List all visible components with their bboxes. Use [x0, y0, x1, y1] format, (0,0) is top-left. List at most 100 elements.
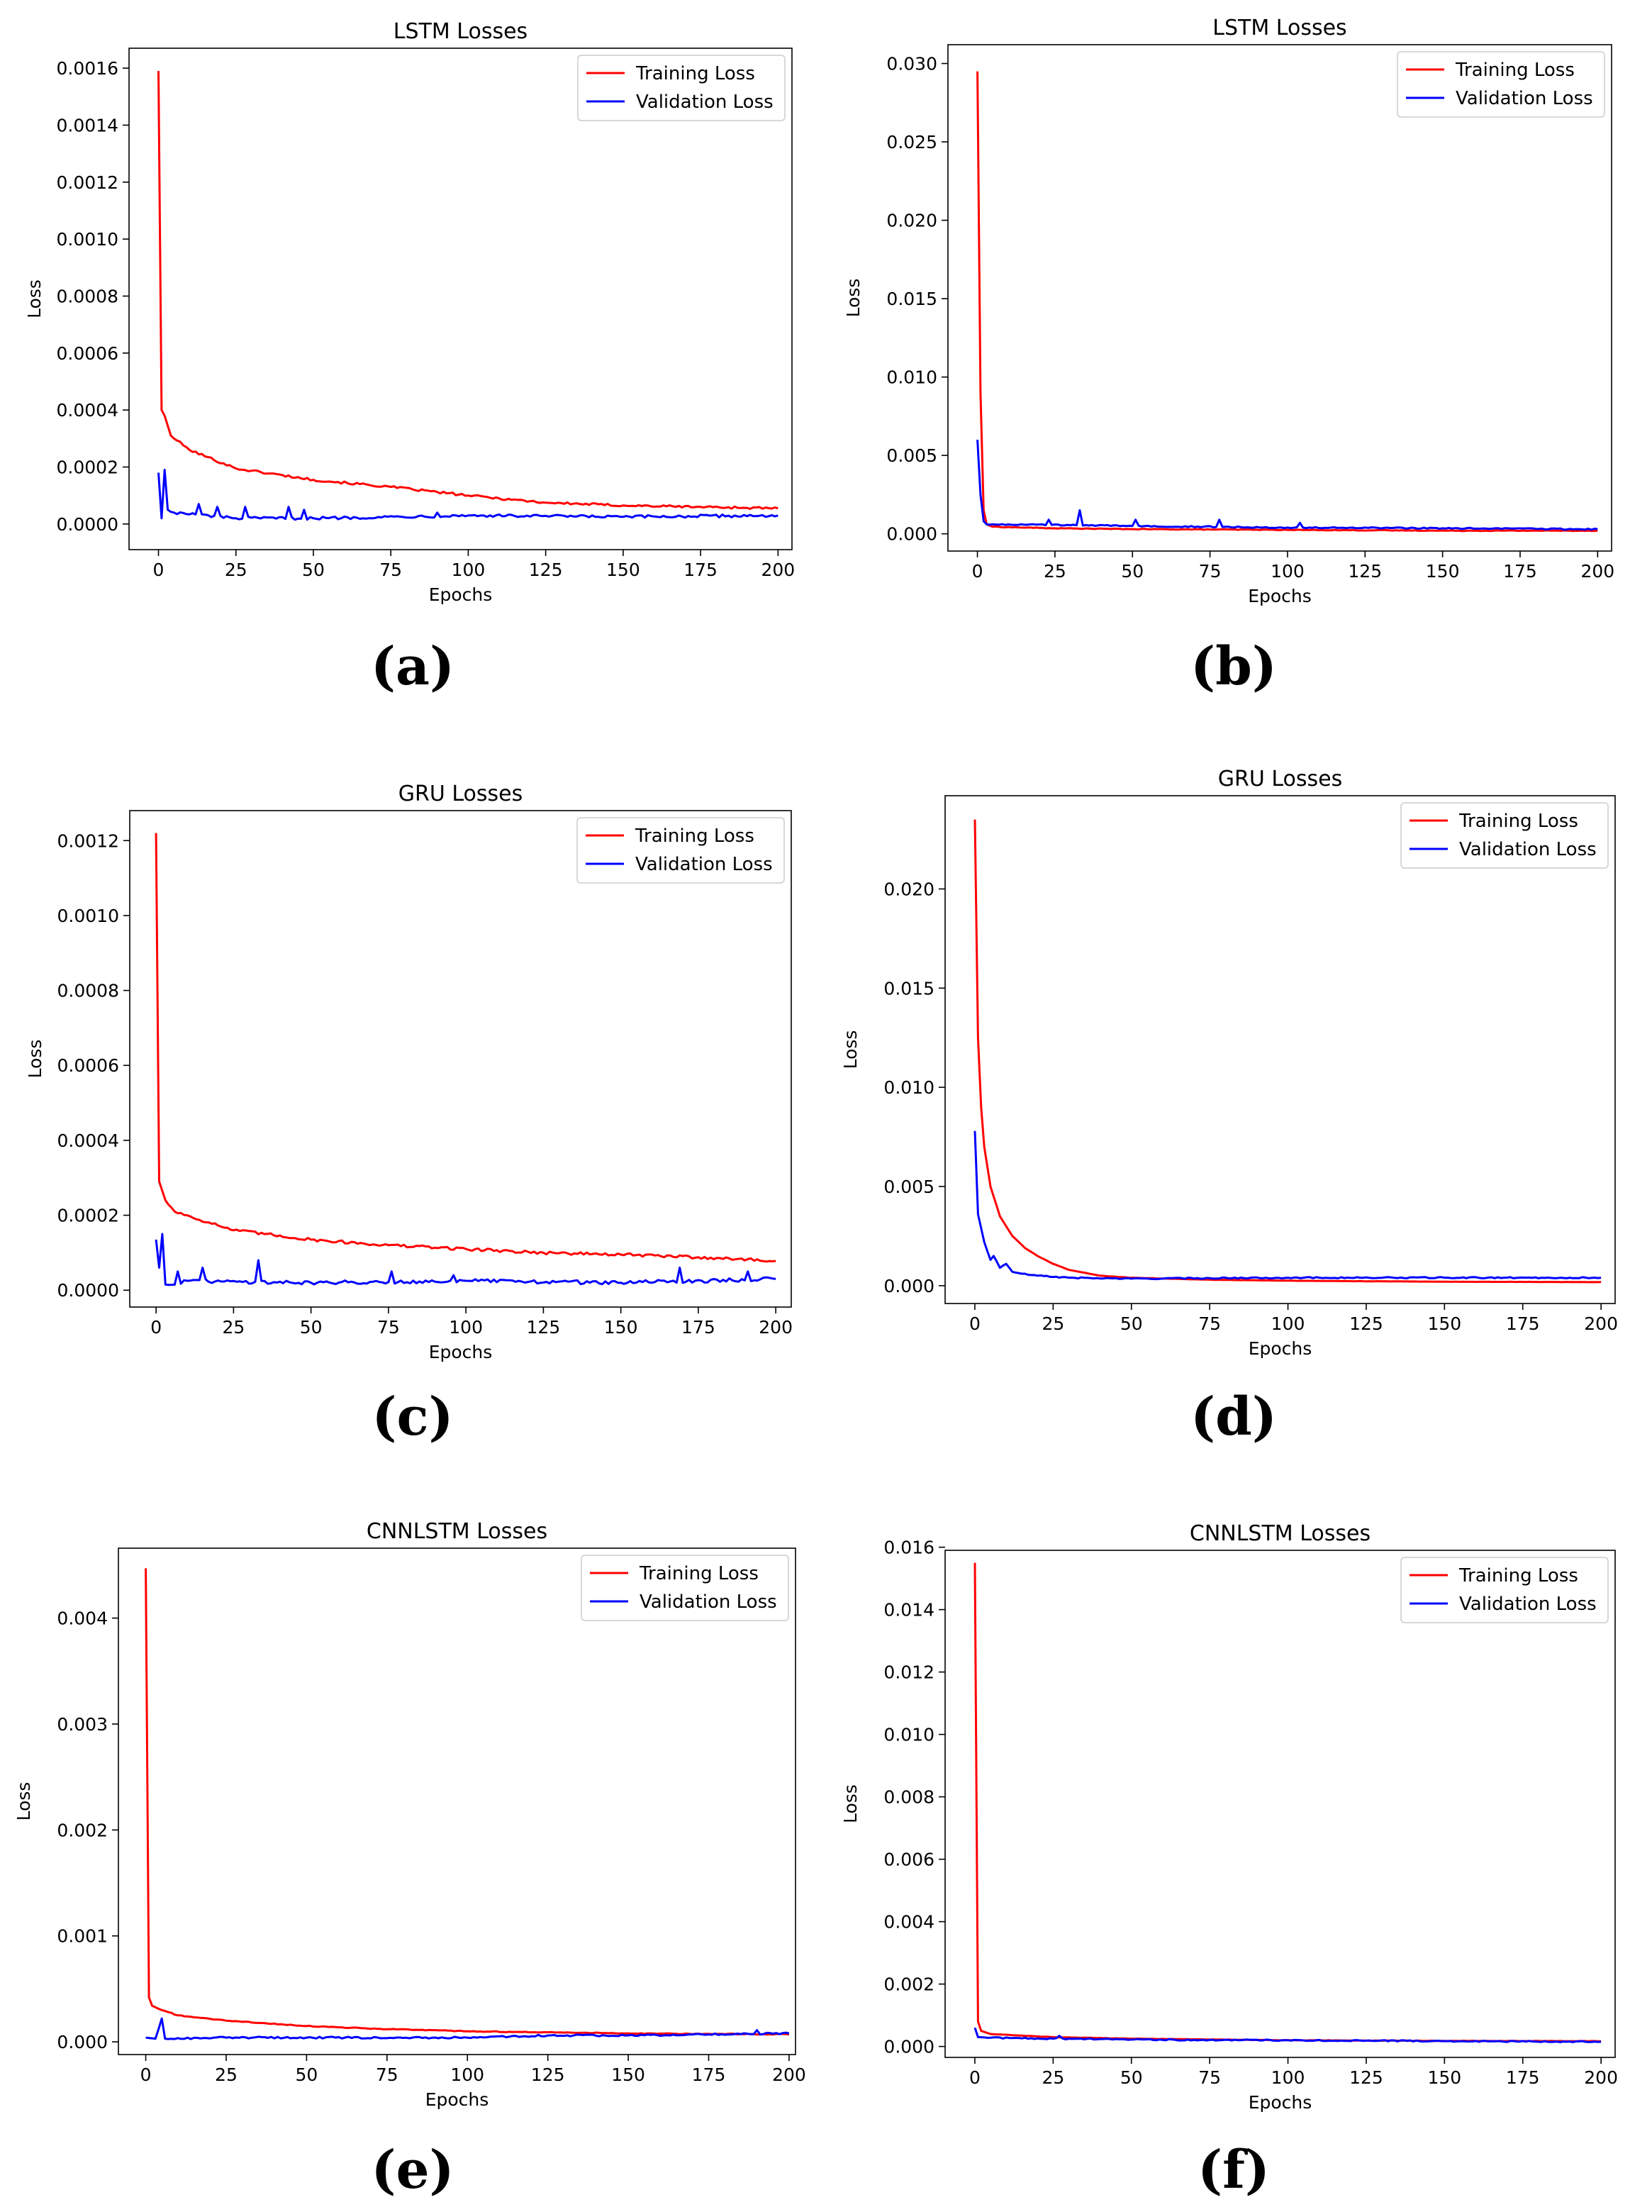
y-tick-label: 0.0004 [57, 1130, 119, 1151]
x-axis-label: Epochs [1249, 2092, 1312, 2113]
x-tick-label: 125 [531, 2064, 565, 2085]
panel-label-f: (f) [1198, 2140, 1270, 2201]
y-tick-label: 0.025 [886, 132, 937, 152]
training-loss-line [973, 819, 1602, 1284]
y-tick-label: 0.0010 [57, 906, 119, 926]
x-tick-label: 50 [302, 560, 325, 580]
x-tick-label: 200 [759, 1317, 793, 1338]
validation-loss-line [973, 2027, 1602, 2043]
legend-label: Validation Loss [636, 91, 774, 113]
x-tick-label: 200 [761, 560, 795, 580]
y-tick-label: 0.003 [57, 1714, 108, 1735]
training-loss-line [973, 1562, 1602, 2043]
y-tick-label: 0.0016 [57, 58, 118, 79]
x-axis-label: Epochs [1248, 586, 1312, 606]
legend-label: Training Loss [1458, 811, 1578, 832]
x-axis-label: Epochs [429, 584, 493, 605]
x-tick-label: 100 [449, 1317, 483, 1338]
y-axis-label: Loss [840, 1784, 861, 1823]
plot-frame [944, 1550, 1616, 2058]
legend-label: Training Loss [635, 63, 755, 84]
x-tick-label: 150 [1427, 2067, 1461, 2088]
legend-label: Training Loss [635, 826, 754, 847]
legend-label: Validation Loss [640, 1591, 777, 1613]
x-tick-label: 50 [1120, 1313, 1143, 1334]
y-tick-label: 0.0002 [57, 457, 118, 478]
x-tick-label: 200 [1580, 561, 1614, 582]
legend-box [581, 1555, 789, 1621]
x-tick-label: 75 [1198, 2067, 1221, 2088]
legend-label: Training Loss [639, 1563, 759, 1584]
training-loss-line [145, 1568, 790, 2036]
validation-loss-line [976, 440, 1598, 531]
x-tick-label: 175 [1503, 561, 1537, 582]
x-tick-label: 200 [772, 2064, 806, 2085]
x-tick-label: 100 [450, 2064, 484, 2085]
y-tick-label: 0.000 [886, 524, 937, 545]
y-tick-label: 0.0006 [57, 343, 118, 364]
x-tick-label: 125 [1348, 561, 1382, 582]
y-tick-label: 0.0012 [57, 830, 119, 851]
y-tick-label: 0.0002 [57, 1206, 119, 1226]
x-tick-label: 75 [377, 1317, 400, 1338]
x-tick-label: 100 [1271, 1313, 1305, 1334]
legend: Training Loss Validation Loss [1400, 802, 1609, 869]
y-tick-label: 0.010 [883, 1725, 934, 1745]
chart-b: LSTM Losses 0 25 50 75 100 125 150 175 200 0.000 0.… [843, 16, 1614, 606]
y-tick-label: 0.0000 [57, 1280, 119, 1301]
x-tick-label: 175 [692, 2064, 726, 2085]
x-tick-label: 25 [1042, 1313, 1064, 1334]
y-tick-label: 0.0008 [57, 286, 118, 306]
legend-label: Training Loss [1455, 60, 1575, 81]
legend-box [577, 55, 786, 121]
x-tick-label: 0 [969, 2067, 981, 2088]
panel-label-c: (c) [372, 1386, 453, 1447]
x-tick-label: 175 [1506, 2067, 1540, 2088]
x-tick-label: 150 [1427, 1313, 1461, 1334]
plot-frame [129, 810, 792, 1308]
x-tick-label: 25 [225, 560, 247, 580]
plot-frame [944, 795, 1616, 1304]
chart-title: LSTM Losses [1212, 16, 1346, 40]
y-tick-label: 0.006 [883, 1850, 934, 1870]
panel-label-a: (a) [371, 636, 454, 697]
y-tick-label: 0.004 [883, 1912, 934, 1933]
x-tick-label: 50 [1121, 561, 1144, 582]
legend-box [1400, 802, 1609, 869]
y-tick-label: 0.000 [883, 2037, 934, 2057]
x-tick-label: 125 [1349, 1313, 1383, 1334]
x-tick-label: 75 [376, 2064, 398, 2085]
x-tick-label: 0 [140, 2064, 152, 2085]
y-axis-label: Loss [25, 1040, 45, 1079]
x-tick-label: 25 [222, 1317, 245, 1338]
y-tick-label: 0.010 [883, 1077, 934, 1098]
legend-box [1400, 1557, 1609, 1623]
y-tick-label: 0.0012 [57, 172, 118, 193]
legend-label: Training Loss [1458, 1565, 1578, 1586]
y-axis-label: Loss [843, 279, 864, 318]
y-tick-label: 0.000 [883, 1276, 934, 1296]
y-tick-label: 0.015 [883, 978, 934, 999]
x-tick-label: 25 [1044, 561, 1066, 582]
y-tick-label: 0.016 [883, 1538, 934, 1558]
legend-label: Validation Loss [1459, 1594, 1597, 1615]
legend-box [1397, 51, 1605, 118]
y-axis-label: Loss [13, 1782, 34, 1821]
y-tick-label: 0.001 [57, 1926, 108, 1947]
x-tick-label: 100 [1271, 2067, 1305, 2088]
x-axis-label: Epochs [429, 1342, 493, 1362]
y-axis-label: Loss [840, 1030, 861, 1069]
x-tick-label: 150 [611, 2064, 645, 2085]
x-tick-label: 100 [452, 560, 486, 580]
legend-label: Validation Loss [1456, 88, 1593, 109]
y-tick-label: 0.0006 [57, 1055, 119, 1076]
y-tick-label: 0.005 [883, 1177, 934, 1197]
y-tick-label: 0.0000 [57, 514, 118, 535]
x-tick-label: 175 [681, 1317, 715, 1338]
legend-label: Validation Loss [635, 854, 773, 875]
panel-label-d: (d) [1190, 1386, 1277, 1447]
y-tick-label: 0.004 [57, 1608, 108, 1629]
y-tick-label: 0.010 [886, 367, 937, 388]
y-tick-label: 0.002 [57, 1820, 108, 1840]
